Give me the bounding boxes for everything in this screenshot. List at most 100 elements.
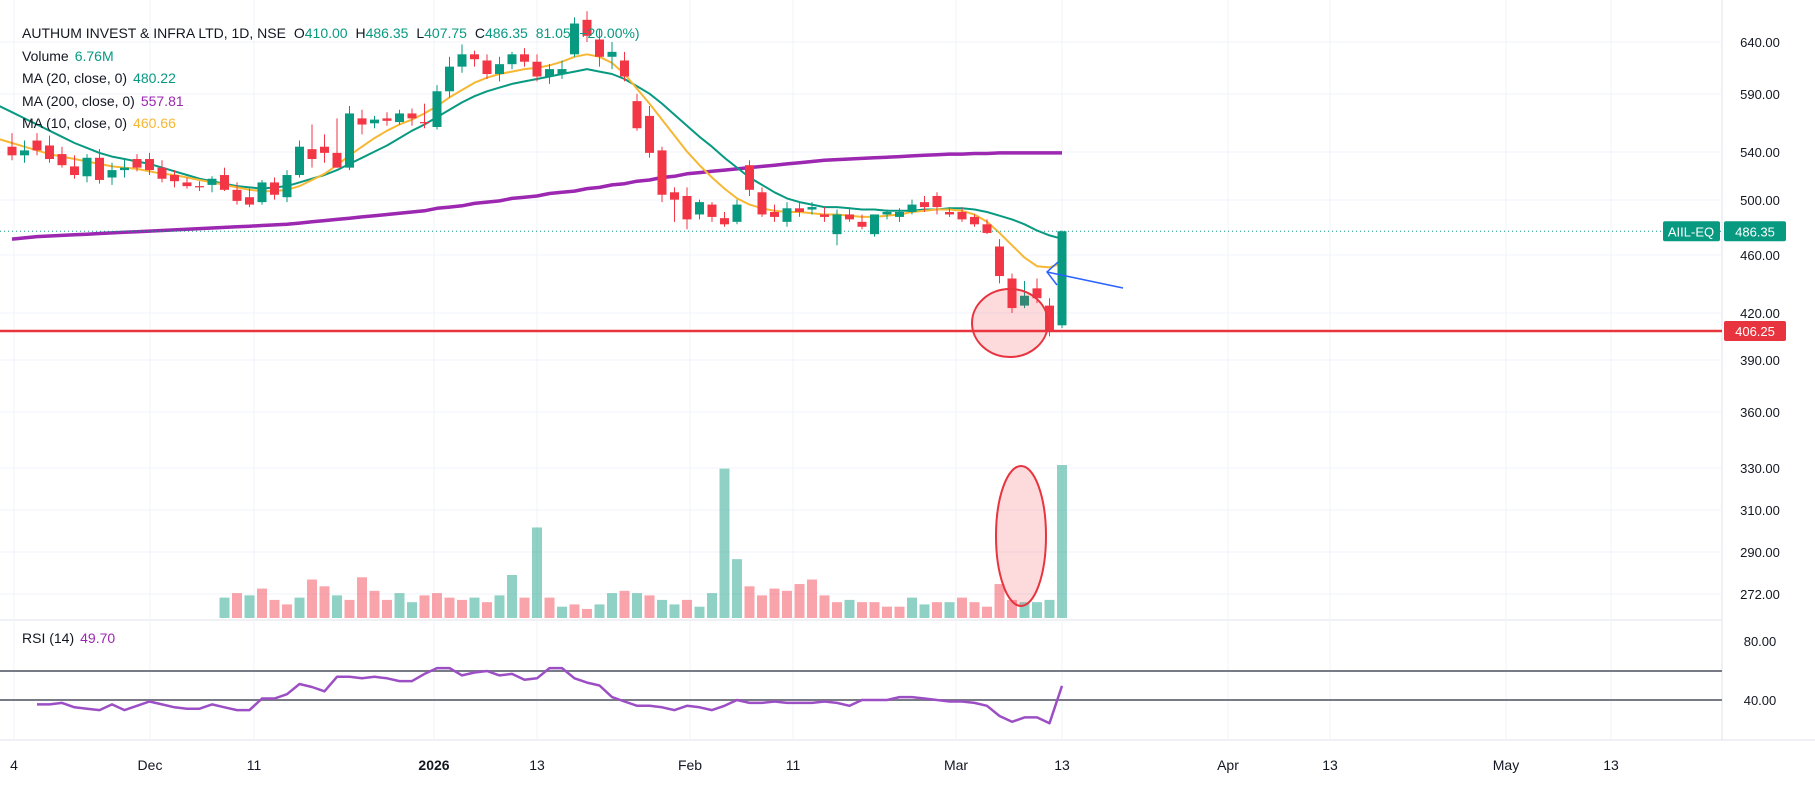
rsi-value: 49.70 (80, 630, 116, 646)
time-axis-label: 13 (1603, 757, 1619, 773)
candle-body (432, 91, 442, 127)
volume-bar (857, 602, 867, 618)
candle-body (157, 167, 167, 179)
volume-bar (1007, 599, 1017, 618)
volume-bar (294, 597, 305, 618)
close-key: C (474, 25, 485, 41)
ma10-legend[interactable]: MA (10, close, 0) 460.66 (22, 112, 640, 135)
symbol-title[interactable]: AUTHUM INVEST & INFRA LTD, 1D, NSE (22, 25, 286, 41)
volume-bar (819, 595, 830, 618)
candle-body (745, 165, 754, 190)
candle-body (270, 182, 279, 195)
volume-bar (844, 599, 855, 618)
volume-bar (569, 604, 580, 618)
candle-body (507, 54, 517, 65)
volume-bar (532, 527, 542, 618)
volume-bar (582, 608, 592, 618)
volume-bar (282, 604, 292, 618)
high-key: H (355, 25, 366, 41)
volume-highlight-ellipse (995, 465, 1047, 607)
ma200-label: MA (200, close, 0) (22, 92, 135, 109)
candle-body (707, 204, 717, 217)
volume-bar (994, 584, 1005, 618)
candle-body (845, 214, 854, 220)
candle-body (795, 208, 804, 212)
candle-body (832, 214, 842, 235)
candle-body (995, 246, 1004, 277)
volume-bar (519, 597, 530, 618)
volume-bar (544, 597, 555, 618)
low-key: L (416, 25, 425, 41)
low-value: 407.75 (424, 25, 467, 41)
volume-bar (394, 593, 405, 618)
candle-body (982, 224, 992, 233)
candle-body (895, 211, 904, 217)
volume-bar (869, 602, 880, 618)
candle-body (957, 211, 967, 220)
volume-bar (732, 559, 742, 618)
volume-bar (707, 593, 717, 618)
candle-body (295, 146, 304, 176)
volume-bar (494, 595, 505, 618)
candle-body (170, 175, 179, 182)
volume-legend[interactable]: Volume 6.76M (22, 45, 640, 68)
volume-bar (507, 574, 517, 618)
time-axis-label: 13 (1054, 757, 1070, 773)
volume-bar (432, 593, 442, 618)
open-key: O (293, 25, 305, 41)
candle-body (132, 159, 142, 168)
time-axis-label: 13 (529, 757, 545, 773)
ma10-value: 460.66 (133, 115, 176, 131)
volume-bar (744, 586, 755, 618)
high-value: 486.35 (365, 25, 409, 41)
candle-body (657, 150, 667, 195)
time-axis-label: Feb (678, 757, 702, 773)
volume-bar (907, 597, 917, 618)
candle-body (357, 118, 367, 125)
ma200-legend[interactable]: MA (200, close, 0) 557.81 (22, 90, 640, 113)
chart-legend: AUTHUM INVEST & INFRA LTD, 1D, NSE O410.… (22, 22, 640, 135)
volume-bar (782, 590, 792, 618)
last-price-badge-bg (1724, 221, 1786, 242)
volume-bar (757, 595, 767, 618)
candle-body (345, 113, 354, 168)
candle-body (45, 145, 54, 160)
volume-bar (557, 606, 567, 618)
volume-bar (469, 597, 480, 618)
arrow-head (1045, 261, 1059, 286)
ma20-legend[interactable]: MA (20, close, 0) 480.22 (22, 67, 640, 90)
candle-body (645, 115, 654, 153)
close-value: 486.35 (484, 25, 528, 41)
volume-bar (369, 590, 380, 618)
rsi-tick-label: 80.00 (1744, 634, 1777, 649)
candle-body (970, 216, 979, 225)
candle-body (757, 192, 767, 215)
volume-bar (669, 604, 680, 618)
volume-bar (607, 593, 617, 618)
candle-body (120, 167, 129, 171)
volume-bar (482, 602, 492, 618)
volume-bar (969, 602, 980, 618)
price-tick-label: 540.00 (1740, 145, 1780, 160)
price-tick-label: 310.00 (1740, 503, 1780, 518)
volume-bar (444, 597, 455, 618)
candle-body (732, 204, 742, 222)
candle-body (7, 146, 17, 156)
candle-body (495, 64, 504, 75)
candle-body (232, 189, 242, 201)
rsi-legend[interactable]: RSI (14) 49.70 (22, 630, 115, 646)
candle-body (195, 186, 204, 188)
rsi-line (37, 666, 1064, 725)
support-price-badge-bg (1724, 320, 1786, 341)
candle-body (307, 149, 317, 160)
candle-body (420, 122, 429, 124)
price-tick-label: 290.00 (1740, 545, 1780, 560)
candle-body (382, 118, 392, 121)
candle-body (807, 207, 817, 210)
volume-value: 6.76M (74, 47, 114, 64)
volume-bar (319, 586, 330, 618)
candle-body (470, 54, 479, 60)
candle-body (57, 154, 67, 166)
volume-bar (257, 588, 267, 618)
